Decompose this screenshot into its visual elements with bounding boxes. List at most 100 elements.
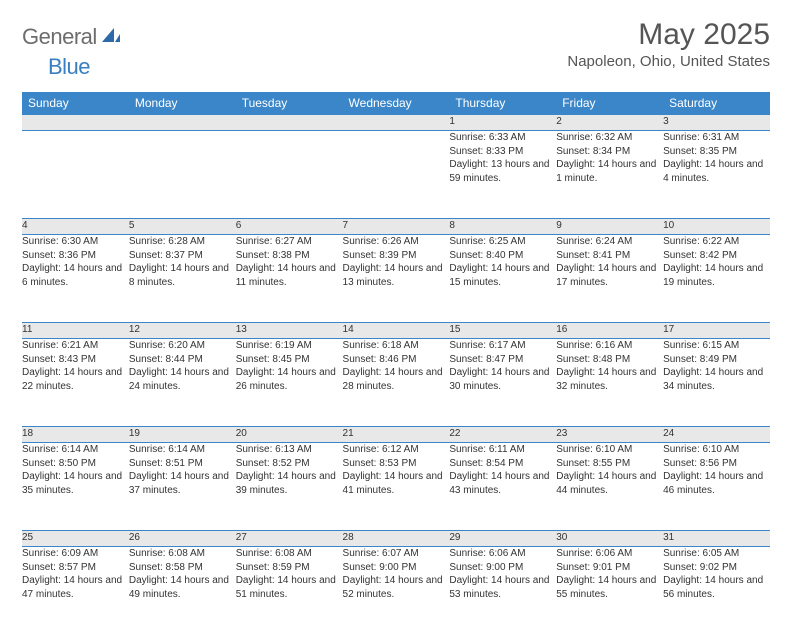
day-detail-cell: Sunrise: 6:12 AM Sunset: 8:53 PM Dayligh… bbox=[343, 443, 450, 531]
calendar-table: Sunday Monday Tuesday Wednesday Thursday… bbox=[22, 92, 770, 635]
location-label: Napoleon, Ohio, United States bbox=[567, 53, 770, 70]
day-number-cell: 19 bbox=[129, 427, 236, 443]
day-detail-row: Sunrise: 6:09 AM Sunset: 8:57 PM Dayligh… bbox=[22, 547, 770, 635]
day-detail-cell bbox=[236, 131, 343, 219]
day-detail-text: Sunrise: 6:33 AM Sunset: 8:33 PM Dayligh… bbox=[449, 131, 556, 185]
day-number-cell bbox=[22, 115, 129, 131]
logo: General bbox=[22, 24, 123, 50]
day-detail-text: Sunrise: 6:25 AM Sunset: 8:40 PM Dayligh… bbox=[449, 235, 556, 289]
day-detail-text: Sunrise: 6:10 AM Sunset: 8:55 PM Dayligh… bbox=[556, 443, 663, 497]
day-detail-cell: Sunrise: 6:08 AM Sunset: 8:59 PM Dayligh… bbox=[236, 547, 343, 635]
day-number-cell: 14 bbox=[343, 323, 450, 339]
day-detail-cell: Sunrise: 6:20 AM Sunset: 8:44 PM Dayligh… bbox=[129, 339, 236, 427]
day-detail-cell bbox=[22, 131, 129, 219]
day-number-cell: 18 bbox=[22, 427, 129, 443]
logo-text-blue: Blue bbox=[48, 54, 90, 79]
weekday-header: Friday bbox=[556, 92, 663, 115]
day-detail-cell: Sunrise: 6:22 AM Sunset: 8:42 PM Dayligh… bbox=[663, 235, 770, 323]
day-detail-cell: Sunrise: 6:13 AM Sunset: 8:52 PM Dayligh… bbox=[236, 443, 343, 531]
day-detail-text: Sunrise: 6:28 AM Sunset: 8:37 PM Dayligh… bbox=[129, 235, 236, 289]
weekday-header: Sunday bbox=[22, 92, 129, 115]
calendar-page: General May 2025 Napoleon, Ohio, United … bbox=[0, 0, 792, 612]
weekday-header-row: Sunday Monday Tuesday Wednesday Thursday… bbox=[22, 92, 770, 115]
day-detail-text: Sunrise: 6:21 AM Sunset: 8:43 PM Dayligh… bbox=[22, 339, 129, 393]
logo-text-general: General bbox=[22, 24, 97, 50]
day-detail-text: Sunrise: 6:31 AM Sunset: 8:35 PM Dayligh… bbox=[663, 131, 770, 185]
day-detail-text: Sunrise: 6:24 AM Sunset: 8:41 PM Dayligh… bbox=[556, 235, 663, 289]
weekday-header: Thursday bbox=[449, 92, 556, 115]
day-detail-cell: Sunrise: 6:05 AM Sunset: 9:02 PM Dayligh… bbox=[663, 547, 770, 635]
day-number-cell: 24 bbox=[663, 427, 770, 443]
day-detail-cell: Sunrise: 6:08 AM Sunset: 8:58 PM Dayligh… bbox=[129, 547, 236, 635]
day-detail-text: Sunrise: 6:13 AM Sunset: 8:52 PM Dayligh… bbox=[236, 443, 343, 497]
day-number-cell bbox=[343, 115, 450, 131]
day-detail-text: Sunrise: 6:30 AM Sunset: 8:36 PM Dayligh… bbox=[22, 235, 129, 289]
day-detail-cell: Sunrise: 6:10 AM Sunset: 8:56 PM Dayligh… bbox=[663, 443, 770, 531]
day-number-cell: 26 bbox=[129, 531, 236, 547]
day-detail-cell: Sunrise: 6:31 AM Sunset: 8:35 PM Dayligh… bbox=[663, 131, 770, 219]
day-number-cell: 31 bbox=[663, 531, 770, 547]
day-detail-text: Sunrise: 6:15 AM Sunset: 8:49 PM Dayligh… bbox=[663, 339, 770, 393]
day-number-cell: 8 bbox=[449, 219, 556, 235]
day-detail-cell: Sunrise: 6:14 AM Sunset: 8:51 PM Dayligh… bbox=[129, 443, 236, 531]
month-title: May 2025 bbox=[567, 18, 770, 51]
day-detail-text: Sunrise: 6:22 AM Sunset: 8:42 PM Dayligh… bbox=[663, 235, 770, 289]
day-detail-text: Sunrise: 6:08 AM Sunset: 8:58 PM Dayligh… bbox=[129, 547, 236, 601]
day-number-cell: 1 bbox=[449, 115, 556, 131]
day-detail-cell: Sunrise: 6:24 AM Sunset: 8:41 PM Dayligh… bbox=[556, 235, 663, 323]
day-detail-row: Sunrise: 6:14 AM Sunset: 8:50 PM Dayligh… bbox=[22, 443, 770, 531]
day-detail-text: Sunrise: 6:09 AM Sunset: 8:57 PM Dayligh… bbox=[22, 547, 129, 601]
day-detail-cell: Sunrise: 6:06 AM Sunset: 9:01 PM Dayligh… bbox=[556, 547, 663, 635]
day-number-cell: 2 bbox=[556, 115, 663, 131]
title-block: May 2025 Napoleon, Ohio, United States bbox=[567, 18, 770, 70]
day-detail-text: Sunrise: 6:08 AM Sunset: 8:59 PM Dayligh… bbox=[236, 547, 343, 601]
day-number-cell bbox=[236, 115, 343, 131]
day-detail-text: Sunrise: 6:32 AM Sunset: 8:34 PM Dayligh… bbox=[556, 131, 663, 185]
day-number-cell: 15 bbox=[449, 323, 556, 339]
day-number-cell: 13 bbox=[236, 323, 343, 339]
day-detail-cell: Sunrise: 6:26 AM Sunset: 8:39 PM Dayligh… bbox=[343, 235, 450, 323]
day-number-cell: 6 bbox=[236, 219, 343, 235]
day-number-cell: 16 bbox=[556, 323, 663, 339]
day-detail-text: Sunrise: 6:27 AM Sunset: 8:38 PM Dayligh… bbox=[236, 235, 343, 289]
weekday-header: Saturday bbox=[663, 92, 770, 115]
day-number-cell: 21 bbox=[343, 427, 450, 443]
day-detail-text: Sunrise: 6:10 AM Sunset: 8:56 PM Dayligh… bbox=[663, 443, 770, 497]
day-detail-cell bbox=[343, 131, 450, 219]
day-number-cell: 7 bbox=[343, 219, 450, 235]
weekday-header: Wednesday bbox=[343, 92, 450, 115]
day-detail-cell: Sunrise: 6:25 AM Sunset: 8:40 PM Dayligh… bbox=[449, 235, 556, 323]
day-detail-cell: Sunrise: 6:09 AM Sunset: 8:57 PM Dayligh… bbox=[22, 547, 129, 635]
day-detail-text: Sunrise: 6:26 AM Sunset: 8:39 PM Dayligh… bbox=[343, 235, 450, 289]
day-detail-cell: Sunrise: 6:11 AM Sunset: 8:54 PM Dayligh… bbox=[449, 443, 556, 531]
day-number-row: 11121314151617 bbox=[22, 323, 770, 339]
day-detail-text: Sunrise: 6:19 AM Sunset: 8:45 PM Dayligh… bbox=[236, 339, 343, 393]
day-number-row: 123 bbox=[22, 115, 770, 131]
day-detail-cell: Sunrise: 6:10 AM Sunset: 8:55 PM Dayligh… bbox=[556, 443, 663, 531]
day-detail-text: Sunrise: 6:11 AM Sunset: 8:54 PM Dayligh… bbox=[449, 443, 556, 497]
day-number-cell: 9 bbox=[556, 219, 663, 235]
day-number-cell: 10 bbox=[663, 219, 770, 235]
day-detail-cell: Sunrise: 6:27 AM Sunset: 8:38 PM Dayligh… bbox=[236, 235, 343, 323]
day-number-cell: 27 bbox=[236, 531, 343, 547]
day-detail-row: Sunrise: 6:30 AM Sunset: 8:36 PM Dayligh… bbox=[22, 235, 770, 323]
day-detail-text: Sunrise: 6:07 AM Sunset: 9:00 PM Dayligh… bbox=[343, 547, 450, 601]
day-detail-cell: Sunrise: 6:21 AM Sunset: 8:43 PM Dayligh… bbox=[22, 339, 129, 427]
day-number-cell: 3 bbox=[663, 115, 770, 131]
day-number-cell: 29 bbox=[449, 531, 556, 547]
day-number-cell: 30 bbox=[556, 531, 663, 547]
day-number-cell: 22 bbox=[449, 427, 556, 443]
day-detail-row: Sunrise: 6:33 AM Sunset: 8:33 PM Dayligh… bbox=[22, 131, 770, 219]
day-detail-cell: Sunrise: 6:19 AM Sunset: 8:45 PM Dayligh… bbox=[236, 339, 343, 427]
day-detail-cell: Sunrise: 6:06 AM Sunset: 9:00 PM Dayligh… bbox=[449, 547, 556, 635]
day-detail-cell: Sunrise: 6:14 AM Sunset: 8:50 PM Dayligh… bbox=[22, 443, 129, 531]
day-detail-text: Sunrise: 6:17 AM Sunset: 8:47 PM Dayligh… bbox=[449, 339, 556, 393]
weekday-header: Tuesday bbox=[236, 92, 343, 115]
day-number-cell: 5 bbox=[129, 219, 236, 235]
day-detail-cell: Sunrise: 6:17 AM Sunset: 8:47 PM Dayligh… bbox=[449, 339, 556, 427]
day-detail-text: Sunrise: 6:05 AM Sunset: 9:02 PM Dayligh… bbox=[663, 547, 770, 601]
day-number-cell: 28 bbox=[343, 531, 450, 547]
day-detail-text: Sunrise: 6:16 AM Sunset: 8:48 PM Dayligh… bbox=[556, 339, 663, 393]
logo-sail-icon bbox=[101, 25, 121, 48]
day-detail-cell: Sunrise: 6:32 AM Sunset: 8:34 PM Dayligh… bbox=[556, 131, 663, 219]
